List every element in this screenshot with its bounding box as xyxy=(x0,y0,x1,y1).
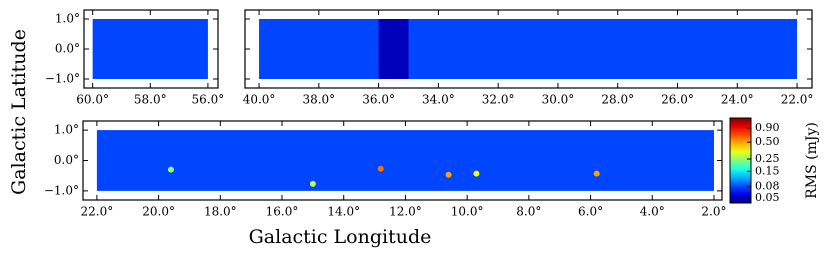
source xyxy=(472,169,481,178)
map-background xyxy=(259,19,798,79)
x-tick-label: 8.0° xyxy=(516,205,541,219)
y-tick-label: 1.0° xyxy=(55,12,80,26)
x-tick-label: 28.0° xyxy=(601,93,634,107)
map-background xyxy=(92,19,208,79)
source xyxy=(592,169,601,178)
map-region xyxy=(378,19,409,79)
y-tick-label: 1.0° xyxy=(54,123,79,137)
x-tick-label: 24.0° xyxy=(721,93,754,107)
x-tick-label: 2.0° xyxy=(701,205,726,219)
x-tick-label: 38.0° xyxy=(302,93,335,107)
x-tick-label: 30.0° xyxy=(542,93,575,107)
y-tick-label: −1.0° xyxy=(44,183,79,197)
colorbar-tick-label: 0.90 xyxy=(755,121,780,134)
x-tick-label: 56.0° xyxy=(192,93,225,107)
y-tick-label: 0.0° xyxy=(54,153,79,167)
x-tick-label: 20.0° xyxy=(142,205,175,219)
x-tick-label: 16.0° xyxy=(266,205,299,219)
x-tick-label: 60.0° xyxy=(76,93,109,107)
x-tick-label: 32.0° xyxy=(482,93,515,107)
x-tick-label: 18.0° xyxy=(204,205,237,219)
colorbar-tick-label: 0.15 xyxy=(755,164,780,177)
x-axis-label: Galactic Longitude xyxy=(249,226,432,248)
map-background xyxy=(96,130,714,191)
x-tick-label: 10.0° xyxy=(451,205,484,219)
source xyxy=(444,170,453,179)
x-tick-label: 6.0° xyxy=(578,205,603,219)
x-tick-label: 40.0° xyxy=(243,93,276,107)
source xyxy=(308,179,317,188)
colorbar-tick-label: 0.50 xyxy=(755,135,780,148)
colorbar-tick-label: 0.08 xyxy=(755,180,780,193)
colorbar xyxy=(729,117,752,204)
x-tick-label: 12.0° xyxy=(389,205,422,219)
y-axis-label: Galactic Latitude xyxy=(8,29,30,195)
y-tick-label: −1.0° xyxy=(45,72,80,86)
y-tick-label: 0.0° xyxy=(55,42,80,56)
x-tick-label: 4.0° xyxy=(640,205,665,219)
x-tick-label: 36.0° xyxy=(362,93,395,107)
x-tick-label: 22.0° xyxy=(781,93,814,107)
x-tick-label: 22.0° xyxy=(81,205,114,219)
x-tick-label: 58.0° xyxy=(134,93,167,107)
x-tick-label: 26.0° xyxy=(661,93,694,107)
x-tick-label: 14.0° xyxy=(327,205,360,219)
colorbar-label: RMS (mJy) xyxy=(804,122,820,199)
colorbar-tick-label: 0.05 xyxy=(755,191,780,204)
source xyxy=(166,165,175,174)
x-tick-label: 34.0° xyxy=(422,93,455,107)
colorbar-tick-label: 0.25 xyxy=(755,152,780,165)
source xyxy=(376,164,385,173)
